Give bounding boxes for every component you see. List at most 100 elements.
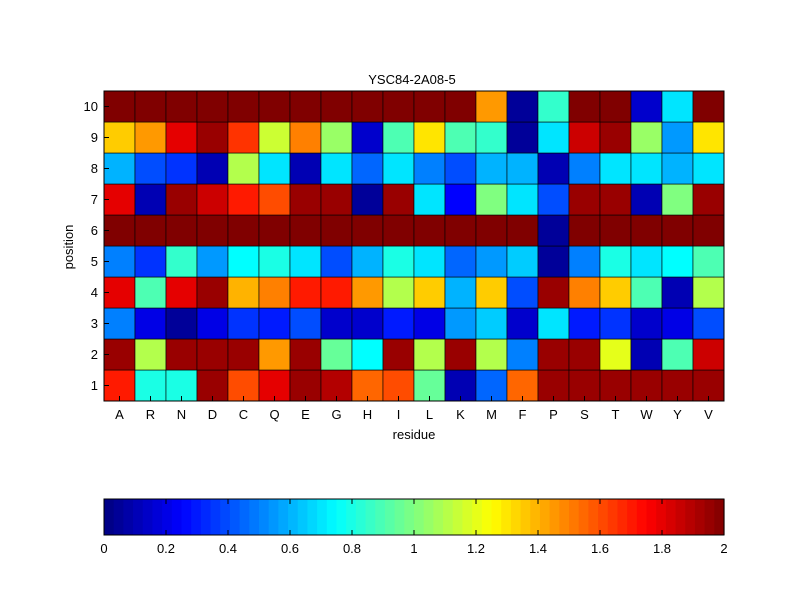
x-tick-label: G <box>331 407 341 422</box>
colorbar-swatch <box>665 499 677 535</box>
heatmap-cell <box>413 90 446 123</box>
heatmap-cell <box>351 245 384 278</box>
heatmap-cell <box>103 90 136 123</box>
heatmap-cell <box>351 276 384 309</box>
heatmap-cell <box>475 121 508 154</box>
colorbar-swatch <box>259 499 270 535</box>
heatmap-cell <box>413 121 446 154</box>
heatmap-cell <box>134 121 167 154</box>
heatmap-cell <box>351 307 384 340</box>
x-tick-label: D <box>208 407 217 422</box>
heatmap-cell <box>413 307 446 340</box>
heatmap-cell <box>103 338 136 371</box>
heatmap-cell <box>692 276 725 309</box>
heatmap-cell <box>227 90 260 123</box>
colorbar-tick-label: 1 <box>410 541 417 556</box>
heatmap-cell <box>568 338 601 371</box>
heatmap-cell <box>506 276 539 309</box>
heatmap-cell <box>599 276 632 309</box>
heatmap-cell <box>444 276 477 309</box>
heatmap-cell <box>506 338 539 371</box>
heatmap-cell <box>692 307 725 340</box>
y-tick-label: 4 <box>91 285 98 300</box>
heatmap-cells <box>103 90 725 402</box>
colorbar-swatch <box>617 499 628 535</box>
heatmap-cell <box>103 369 136 402</box>
heatmap-cell <box>320 152 353 185</box>
heatmap-cell <box>537 307 570 340</box>
colorbar-swatch <box>104 499 115 535</box>
x-tick-label: V <box>704 407 713 422</box>
x-tick-label: P <box>549 407 558 422</box>
heatmap-cell <box>506 214 539 247</box>
heatmap-cell <box>196 121 229 154</box>
x-tick-label: S <box>580 407 589 422</box>
heatmap-cell <box>599 245 632 278</box>
heatmap-cell <box>599 183 632 216</box>
heatmap-cell <box>382 338 415 371</box>
heatmap-cell <box>692 90 725 123</box>
heatmap-cell <box>196 152 229 185</box>
heatmap-cell <box>506 307 539 340</box>
heatmap-cell <box>630 307 663 340</box>
colorbar-swatch <box>123 499 134 535</box>
colorbar-swatch <box>607 499 619 535</box>
colorbar-swatch <box>443 499 454 535</box>
heatmap-cell <box>382 214 415 247</box>
colorbar-swatch <box>520 499 531 535</box>
x-tick-label: R <box>146 407 155 422</box>
heatmap-cell <box>196 338 229 371</box>
colorbar-swatch <box>646 499 657 535</box>
x-tick-label: Q <box>269 407 279 422</box>
heatmap-cell <box>475 183 508 216</box>
heatmap-cell <box>599 338 632 371</box>
heatmap-cell <box>413 183 446 216</box>
heatmap-cell <box>568 152 601 185</box>
colorbar-swatch <box>326 499 338 535</box>
heatmap-cell <box>444 245 477 278</box>
heatmap-cell <box>506 90 539 123</box>
heatmap-cell <box>413 276 446 309</box>
heatmap-cell <box>227 307 260 340</box>
heatmap-cell <box>661 214 694 247</box>
colorbar-tick-label: 0.4 <box>219 541 237 556</box>
x-tick-label: C <box>239 407 248 422</box>
heatmap-cell <box>661 245 694 278</box>
heatmap-cell <box>134 369 167 402</box>
colorbar-swatch <box>549 499 560 535</box>
heatmap-cell <box>165 183 198 216</box>
heatmap-cell <box>630 214 663 247</box>
heatmap-cell <box>506 245 539 278</box>
heatmap-cell <box>227 338 260 371</box>
x-tick-label: H <box>363 407 372 422</box>
colorbar-swatch <box>288 499 299 535</box>
heatmap-cell <box>320 90 353 123</box>
heatmap-cell <box>630 183 663 216</box>
colorbar-swatch <box>656 499 667 535</box>
heatmap-cell <box>382 276 415 309</box>
y-tick-label: 1 <box>91 378 98 393</box>
heatmap-cell <box>382 90 415 123</box>
colorbar-swatch <box>181 499 192 535</box>
heatmap-cell <box>227 245 260 278</box>
colorbar-swatch <box>365 499 376 535</box>
colorbar-tick-label: 0.8 <box>343 541 361 556</box>
colorbar-swatch <box>588 499 599 535</box>
y-tick-label: 2 <box>91 347 98 362</box>
colorbar-tick-label: 2 <box>720 541 727 556</box>
heatmap-cell <box>537 214 570 247</box>
heatmap-cell <box>413 152 446 185</box>
heatmap-cell <box>568 121 601 154</box>
heatmap-cell <box>165 307 198 340</box>
colorbar-swatch <box>210 499 221 535</box>
heatmap-cell <box>444 90 477 123</box>
heatmap-cell <box>630 369 663 402</box>
colorbar-tick-label: 1.4 <box>529 541 547 556</box>
heatmap-cell <box>289 276 322 309</box>
colorbar-swatch <box>598 499 609 535</box>
heatmap-cell <box>382 369 415 402</box>
heatmap-cell <box>475 152 508 185</box>
heatmap-cell <box>413 338 446 371</box>
heatmap-cell <box>692 369 725 402</box>
